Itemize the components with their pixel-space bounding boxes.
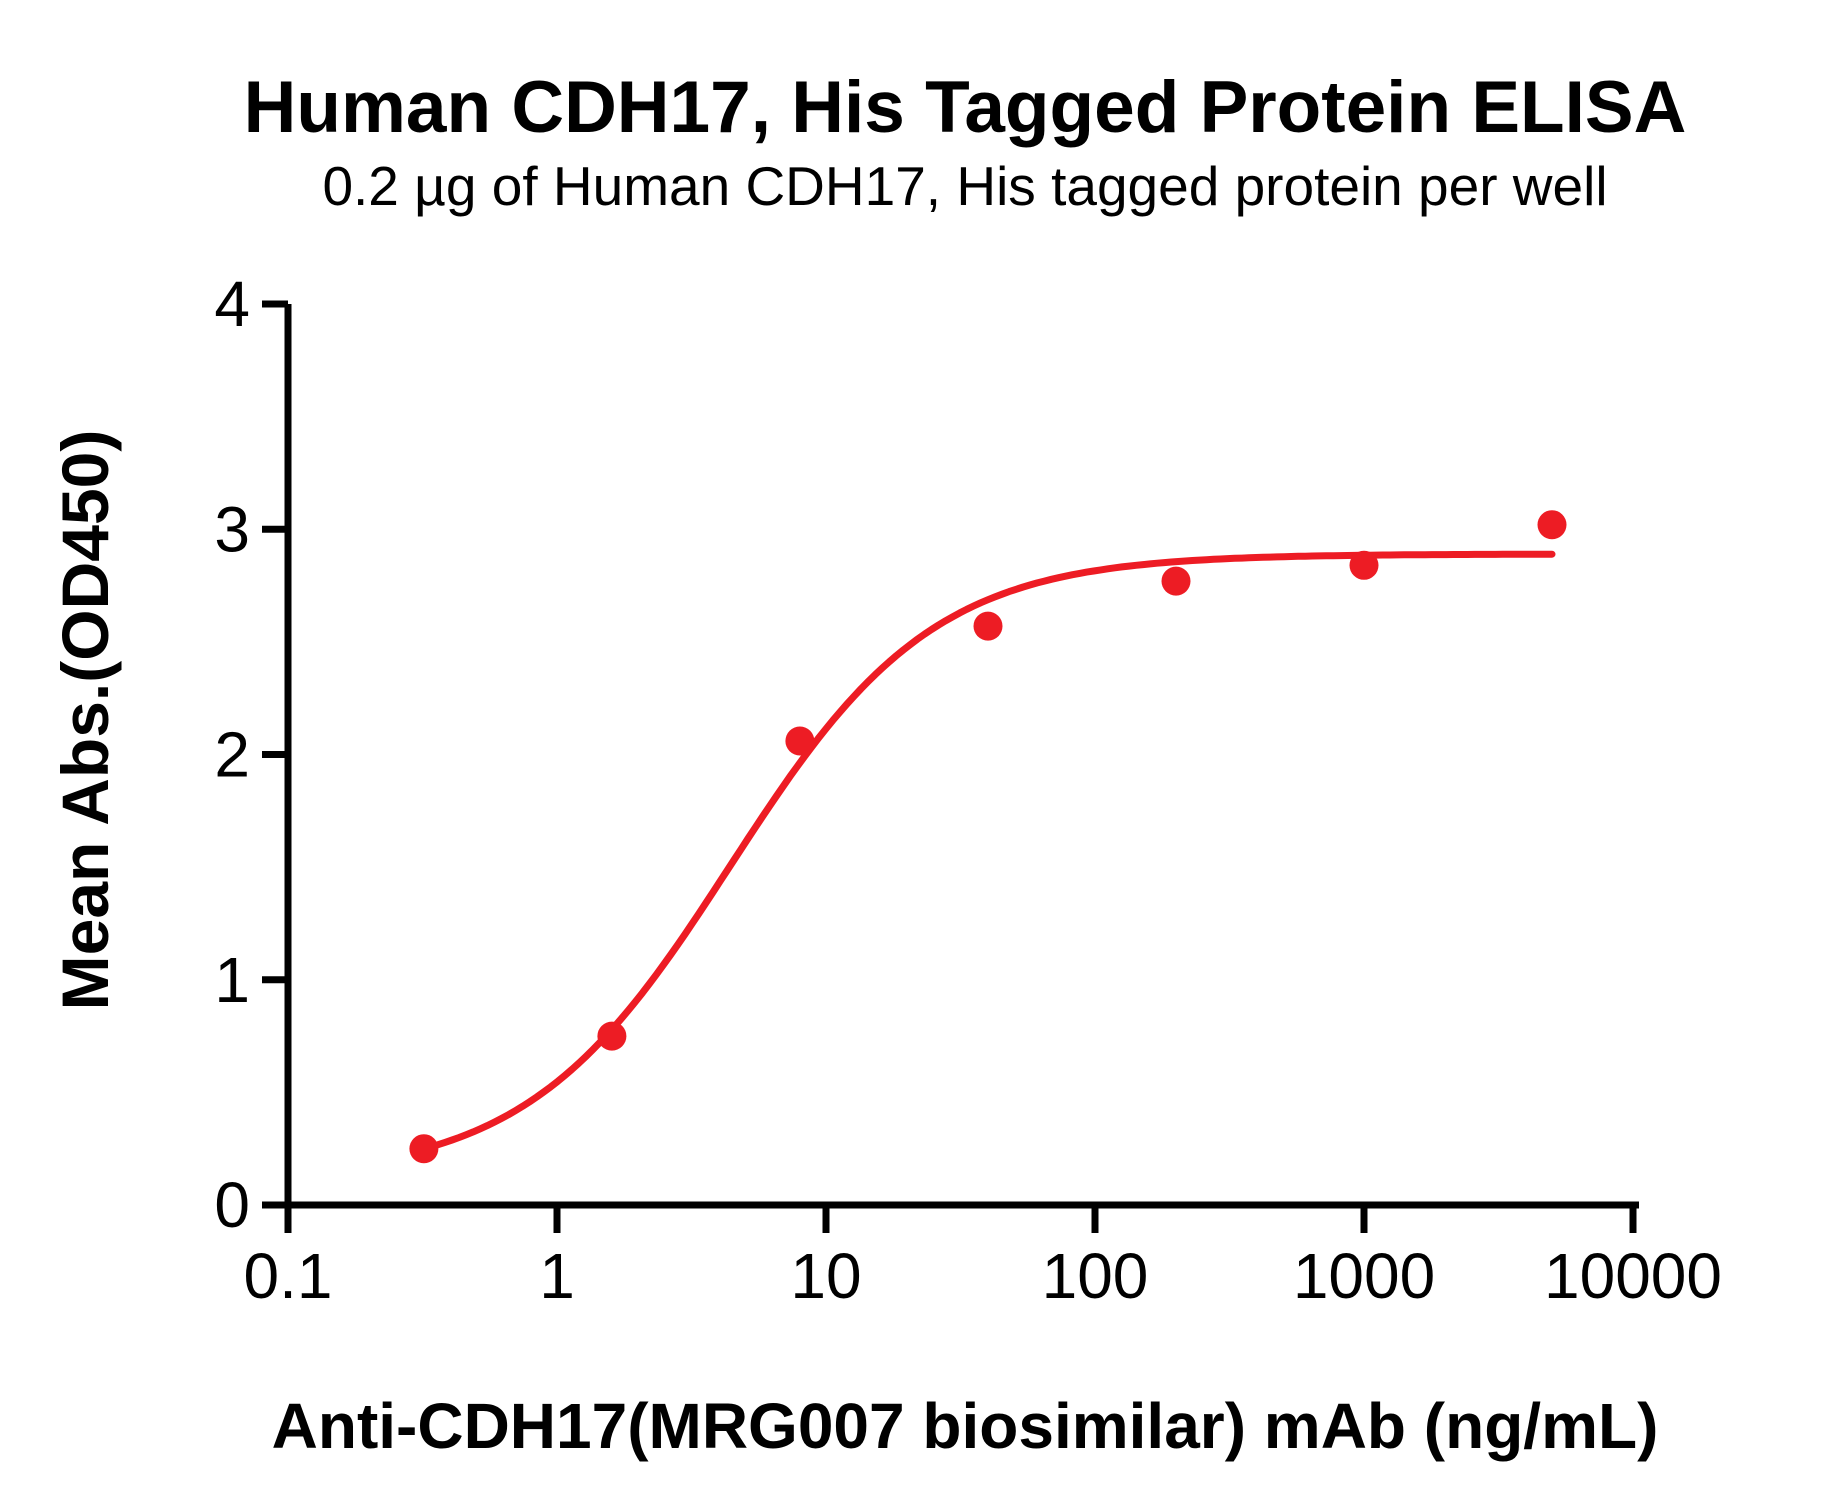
chart-title: Human CDH17, His Tagged Protein ELISA xyxy=(244,67,1687,148)
y-tick-label: 1 xyxy=(214,944,250,1016)
x-tick-label: 10 xyxy=(790,1240,861,1312)
data-point xyxy=(1161,566,1191,596)
data-points xyxy=(409,510,1567,1164)
y-tick-label: 4 xyxy=(214,268,250,340)
y-tick-label: 0 xyxy=(214,1169,250,1241)
y-axis-title: Mean Abs.(OD450) xyxy=(48,430,122,1011)
y-tick-label: 3 xyxy=(214,493,250,565)
data-point xyxy=(597,1021,627,1051)
x-tick-label: 100 xyxy=(1042,1240,1149,1312)
y-tick-label: 2 xyxy=(214,719,250,791)
dose-response-curve xyxy=(420,550,1556,1153)
x-axis-title: Anti-CDH17(MRG007 biosimilar) mAb (ng/mL… xyxy=(272,1390,1659,1462)
tick-labels: 0 1 2 3 4 0.1 1 10 100 1000 10000 xyxy=(214,268,1722,1312)
x-tick-label: 10000 xyxy=(1544,1240,1722,1312)
data-point xyxy=(785,726,815,756)
data-point xyxy=(409,1134,439,1164)
axes xyxy=(262,300,1639,1233)
x-tick-label: 1 xyxy=(539,1240,575,1312)
fit-curve xyxy=(420,550,1556,1153)
x-tick-label: 0.1 xyxy=(244,1240,333,1312)
chart-subtitle: 0.2 µg of Human CDH17, His tagged protei… xyxy=(322,155,1607,217)
data-point xyxy=(1537,510,1567,540)
data-point xyxy=(1349,550,1379,580)
data-point xyxy=(973,611,1003,641)
x-tick-label: 1000 xyxy=(1293,1240,1435,1312)
